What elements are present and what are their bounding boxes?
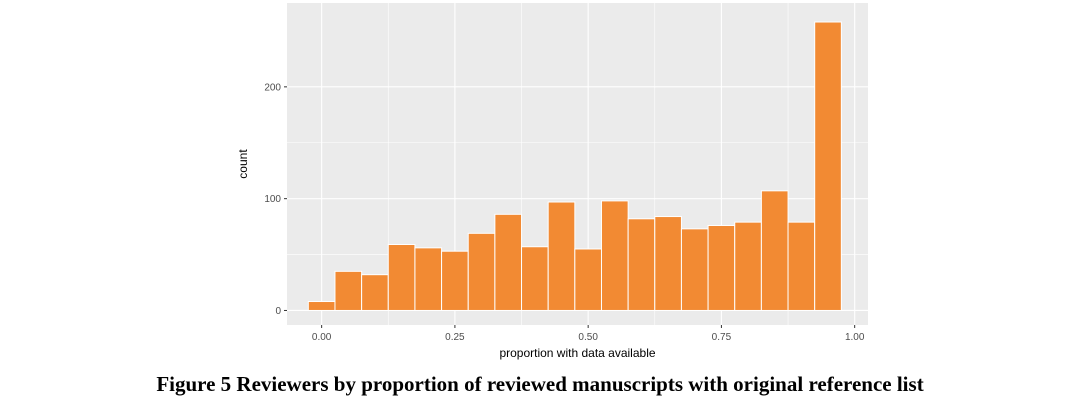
histogram-bar <box>547 201 576 311</box>
histogram-bar <box>787 221 816 311</box>
x-axis-ticks: 0.00 0.25 0.50 0.75 1.00 <box>312 325 865 343</box>
x-tick-label: 0.75 <box>712 332 732 343</box>
histogram-bar <box>307 301 336 311</box>
x-tick-label: 1.00 <box>845 332 865 343</box>
histogram-bar <box>467 232 496 311</box>
y-tick-label: 200 <box>264 82 281 93</box>
histogram-bar <box>334 270 363 311</box>
minor-gridlines <box>287 3 868 325</box>
histogram-bar <box>361 274 389 311</box>
x-axis-title: proportion with data available <box>499 346 655 360</box>
x-tick-label: 0.00 <box>312 332 332 343</box>
y-axis-title: count <box>236 149 250 179</box>
x-tick-label: 0.25 <box>445 332 465 343</box>
histogram-bar <box>441 250 469 311</box>
histogram-bar <box>574 248 602 311</box>
histogram-bar <box>814 21 842 311</box>
histogram-bar <box>707 224 736 311</box>
y-axis-ticks: 0 100 200 <box>264 82 287 317</box>
histogram-bar <box>521 246 549 311</box>
histogram-bar <box>600 200 629 311</box>
y-tick-label: 100 <box>264 194 281 205</box>
histogram-bar <box>494 213 523 311</box>
histogram-bar <box>760 190 789 311</box>
histogram-bar <box>387 244 416 311</box>
x-tick-label: 0.50 <box>578 332 598 343</box>
histogram-bars <box>307 21 842 311</box>
histogram-bar <box>680 228 709 311</box>
histogram-bar <box>627 218 656 311</box>
figure-caption: Figure 5 Reviewers by proportion of revi… <box>156 372 924 396</box>
histogram-chart: 0 100 200 0.00 0.25 0.50 0.75 1.00 proportion … <box>236 3 868 360</box>
y-tick-label: 0 <box>275 306 281 317</box>
histogram-bar <box>414 247 443 311</box>
histogram-bar <box>654 216 682 311</box>
histogram-bar <box>734 221 762 311</box>
